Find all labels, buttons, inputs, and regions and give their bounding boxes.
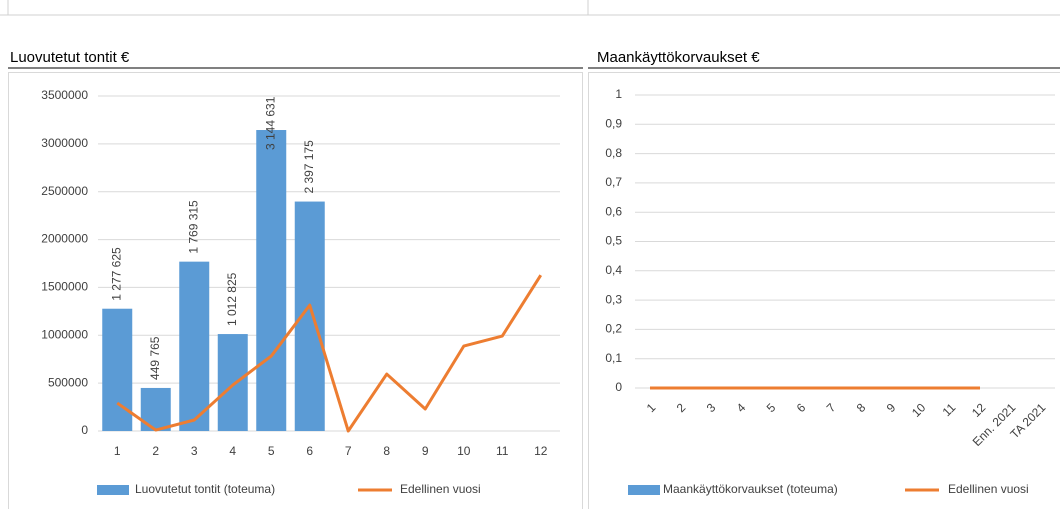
data-label: 1 769 315 xyxy=(186,200,200,254)
x-tick-label: 12 xyxy=(534,444,548,458)
data-label: 1 012 825 xyxy=(225,272,239,326)
chart-title: Maankäyttökorvaukset € xyxy=(597,49,760,66)
x-tick-label: 5 xyxy=(268,444,275,458)
x-tick-label: 6 xyxy=(794,400,809,415)
y-tick-label: 1500000 xyxy=(41,280,88,294)
y-tick-label: 0,5 xyxy=(605,234,622,248)
x-tick-label: 9 xyxy=(884,400,899,415)
y-tick-label: 0,1 xyxy=(605,351,622,365)
chart-frame xyxy=(588,72,1060,509)
bar xyxy=(140,387,171,431)
y-tick-label: 0 xyxy=(615,380,622,394)
x-tick-label: 3 xyxy=(704,400,719,415)
y-tick-label: 0,4 xyxy=(605,263,622,277)
x-tick-label: 4 xyxy=(229,444,236,458)
x-tick-label: 5 xyxy=(764,400,779,415)
y-tick-label: 1 xyxy=(615,87,622,101)
x-tick-label: 2 xyxy=(152,444,159,458)
x-tick-label: 4 xyxy=(734,400,749,415)
x-tick-label: 10 xyxy=(909,400,929,420)
x-tick-label: 3 xyxy=(191,444,198,458)
y-tick-label: 1000000 xyxy=(41,327,88,341)
y-tick-label: 0,2 xyxy=(605,322,622,336)
y-tick-label: 500000 xyxy=(48,375,88,389)
legend-swatch xyxy=(97,485,129,495)
y-tick-label: 0,9 xyxy=(605,116,622,130)
x-tick-label: 7 xyxy=(824,400,839,415)
x-tick-label: 1 xyxy=(114,444,121,458)
data-label: 449 765 xyxy=(148,336,162,380)
chart-title: Luovutetut tontit € xyxy=(10,49,130,66)
line-series xyxy=(116,274,543,433)
x-tick-label: 10 xyxy=(457,444,471,458)
x-tick-label: 1 xyxy=(644,400,659,415)
y-tick-label: 0,8 xyxy=(605,146,622,160)
x-tick-label: 2 xyxy=(674,400,689,415)
y-tick-label: 3000000 xyxy=(41,136,88,150)
y-tick-label: 2500000 xyxy=(41,184,88,198)
x-tick-label: 12 xyxy=(969,400,989,420)
chart-frame xyxy=(8,72,583,509)
y-tick-label: 0,7 xyxy=(605,175,622,189)
x-tick-label: 6 xyxy=(306,444,313,458)
legend-label: Maankäyttökorvaukset (toteuma) xyxy=(663,482,838,496)
legend-label: Edellinen vuosi xyxy=(400,482,481,496)
y-tick-label: 0,3 xyxy=(605,292,622,306)
bar xyxy=(217,334,248,431)
x-tick-label: 8 xyxy=(854,400,869,415)
data-label: 1 277 625 xyxy=(109,247,123,301)
legend-label: Edellinen vuosi xyxy=(948,482,1029,496)
legend-swatch xyxy=(628,485,660,495)
legend-label: Luovutetut tontit (toteuma) xyxy=(135,482,275,496)
y-tick-label: 0 xyxy=(81,423,88,437)
bar xyxy=(102,308,133,431)
data-label: 3 144 631 xyxy=(263,96,277,150)
y-tick-label: 0,6 xyxy=(605,204,622,218)
y-tick-label: 3500000 xyxy=(41,88,88,102)
x-tick-label: 11 xyxy=(496,444,509,458)
bar xyxy=(179,261,210,431)
data-label: 2 397 175 xyxy=(302,140,316,194)
y-tick-label: 2000000 xyxy=(41,232,88,246)
x-tick-label: 8 xyxy=(383,444,390,458)
x-tick-label: 11 xyxy=(940,400,959,419)
bar xyxy=(294,201,325,431)
x-tick-label: 9 xyxy=(422,444,429,458)
x-tick-label: 7 xyxy=(345,444,352,458)
bar xyxy=(256,130,287,431)
